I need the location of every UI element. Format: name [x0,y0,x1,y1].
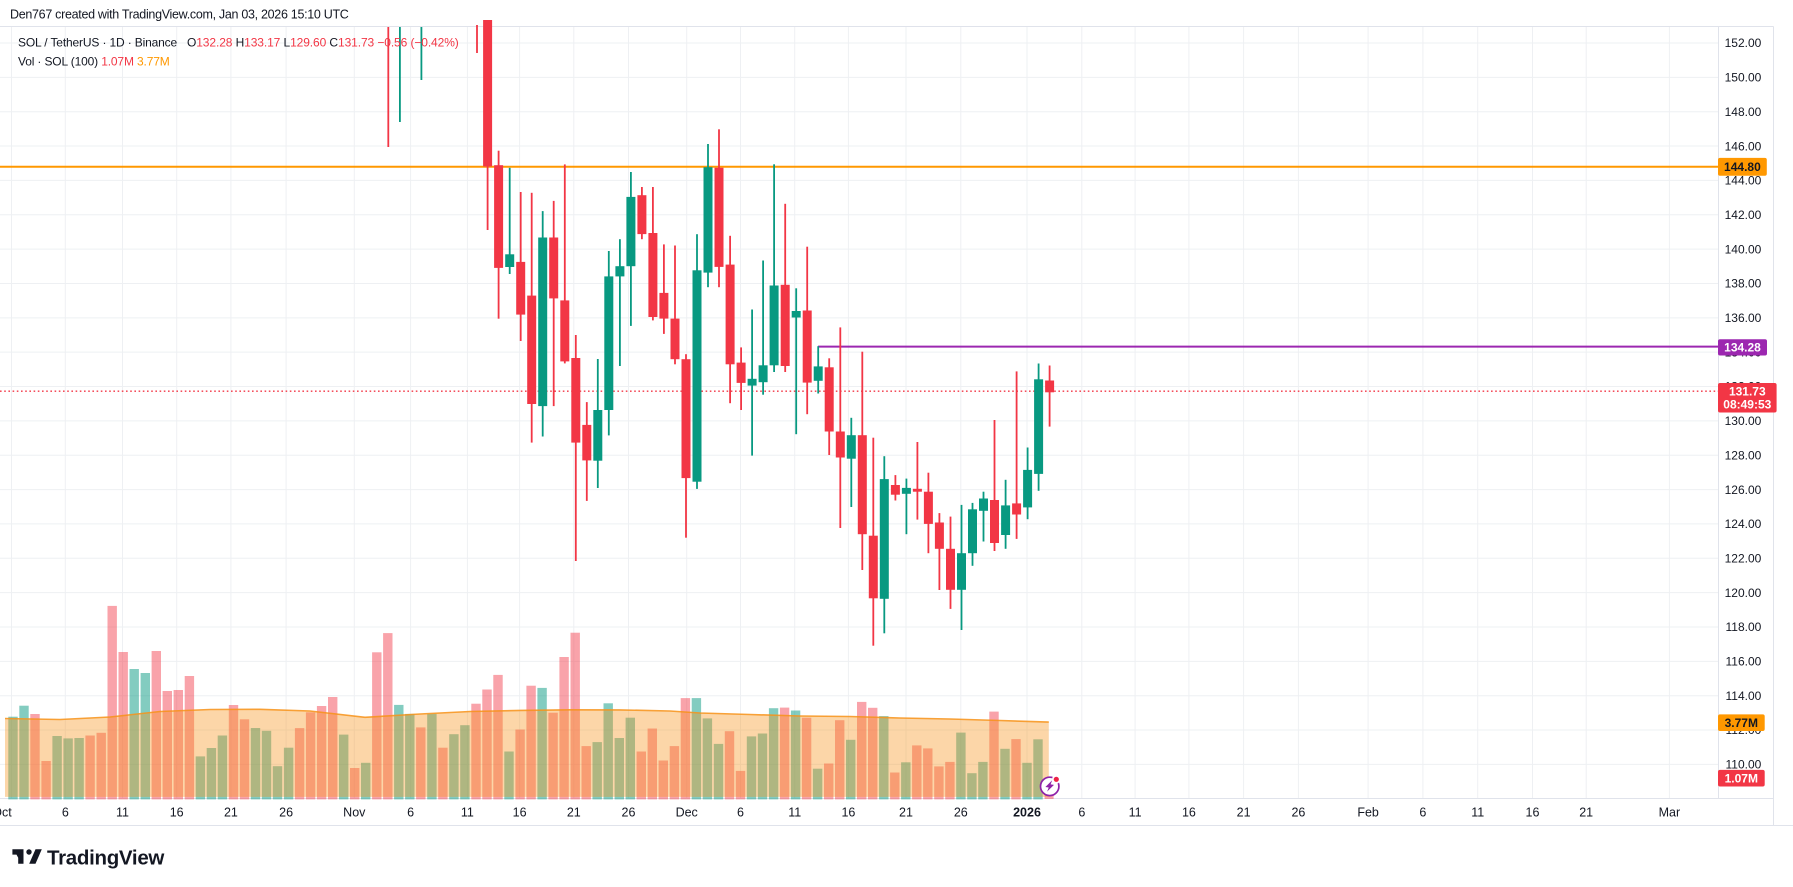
svg-text:11: 11 [788,806,801,820]
svg-text:11: 11 [461,806,474,820]
svg-text:6: 6 [1419,806,1426,820]
svg-text:21: 21 [1579,806,1593,820]
svg-text:2026: 2026 [1013,806,1041,820]
svg-text:150.00: 150.00 [1725,71,1762,85]
svg-text:126.00: 126.00 [1725,483,1762,497]
svg-text:6: 6 [737,806,744,820]
svg-text:16: 16 [1526,806,1540,820]
svg-text:26: 26 [279,806,293,820]
svg-text:138.00: 138.00 [1725,277,1762,291]
svg-text:1.07M: 1.07M [1725,771,1758,785]
svg-text:Mar: Mar [1659,806,1681,820]
svg-text:08:49:53: 08:49:53 [1723,397,1771,411]
svg-text:21: 21 [224,806,238,820]
svg-text:11: 11 [116,806,129,820]
svg-text:120.00: 120.00 [1725,586,1762,600]
svg-text:131.73: 131.73 [1729,385,1766,399]
svg-text:6: 6 [1078,806,1085,820]
svg-text:3.77M: 3.77M [1725,716,1758,730]
svg-text:11: 11 [1471,806,1484,820]
svg-text:6: 6 [62,806,69,820]
svg-text:TradingView: TradingView [47,847,164,870]
svg-text:144.00: 144.00 [1725,174,1762,188]
svg-text:Feb: Feb [1357,806,1379,820]
svg-text:Dec: Dec [676,806,698,820]
svg-text:130.00: 130.00 [1725,414,1762,428]
svg-text:Oct: Oct [0,806,12,820]
svg-text:116.00: 116.00 [1725,655,1761,669]
svg-text:Nov: Nov [343,806,366,820]
svg-text:26: 26 [622,806,636,820]
svg-text:16: 16 [841,806,855,820]
svg-text:21: 21 [899,806,913,820]
svg-text:124.00: 124.00 [1725,517,1762,531]
svg-text:148.00: 148.00 [1725,105,1762,119]
svg-text:110.00: 110.00 [1725,758,1761,772]
svg-text:128.00: 128.00 [1725,448,1762,462]
svg-text:136.00: 136.00 [1725,311,1762,325]
svg-text:134.28: 134.28 [1724,341,1761,355]
svg-text:16: 16 [170,806,184,820]
svg-text:122.00: 122.00 [1725,552,1762,566]
svg-text:O132.28 H133.17 L129.60 C131.7: O132.28 H133.17 L129.60 C131.73 −0.56 (−… [187,36,459,50]
svg-text:11: 11 [1129,806,1142,820]
svg-text:21: 21 [567,806,581,820]
svg-text:152.00: 152.00 [1725,36,1762,50]
svg-text:Den767 created with TradingVie: Den767 created with TradingView.com, Jan… [10,8,349,22]
svg-text:26: 26 [1291,806,1305,820]
svg-text:16: 16 [513,806,527,820]
svg-text:Vol · SOL (100) 1.07M 3.77M: Vol · SOL (100) 1.07M 3.77M [18,55,170,69]
svg-text:16: 16 [1182,806,1196,820]
svg-text:140.00: 140.00 [1725,242,1762,256]
svg-text:146.00: 146.00 [1725,139,1762,153]
svg-text:SOL / TetherUS · 1D · Binance: SOL / TetherUS · 1D · Binance [18,36,178,50]
svg-text:21: 21 [1237,806,1251,820]
svg-text:144.80: 144.80 [1724,160,1761,174]
svg-text:142.00: 142.00 [1725,208,1762,222]
svg-text:26: 26 [954,806,968,820]
svg-text:6: 6 [407,806,414,820]
svg-text:118.00: 118.00 [1725,620,1761,634]
svg-text:114.00: 114.00 [1725,689,1761,703]
